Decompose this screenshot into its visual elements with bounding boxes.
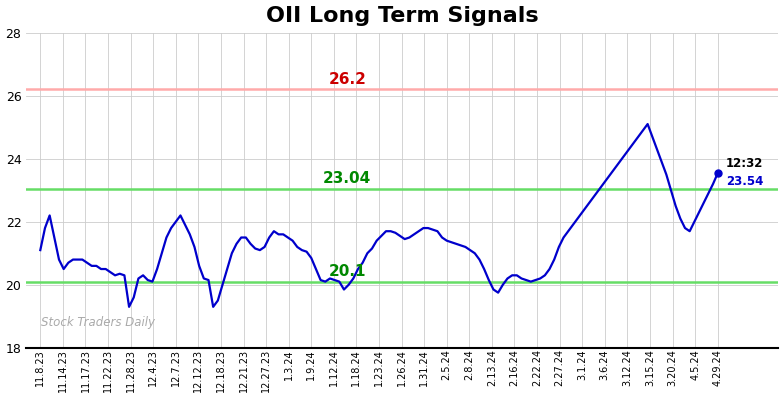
Text: 12:32: 12:32 — [726, 157, 764, 170]
Text: 23.04: 23.04 — [323, 171, 372, 186]
Text: 23.54: 23.54 — [726, 175, 764, 187]
Text: 20.1: 20.1 — [328, 264, 366, 279]
Text: 26.2: 26.2 — [328, 72, 366, 87]
Text: Stock Traders Daily: Stock Traders Daily — [42, 316, 155, 329]
Title: OII Long Term Signals: OII Long Term Signals — [266, 6, 539, 25]
